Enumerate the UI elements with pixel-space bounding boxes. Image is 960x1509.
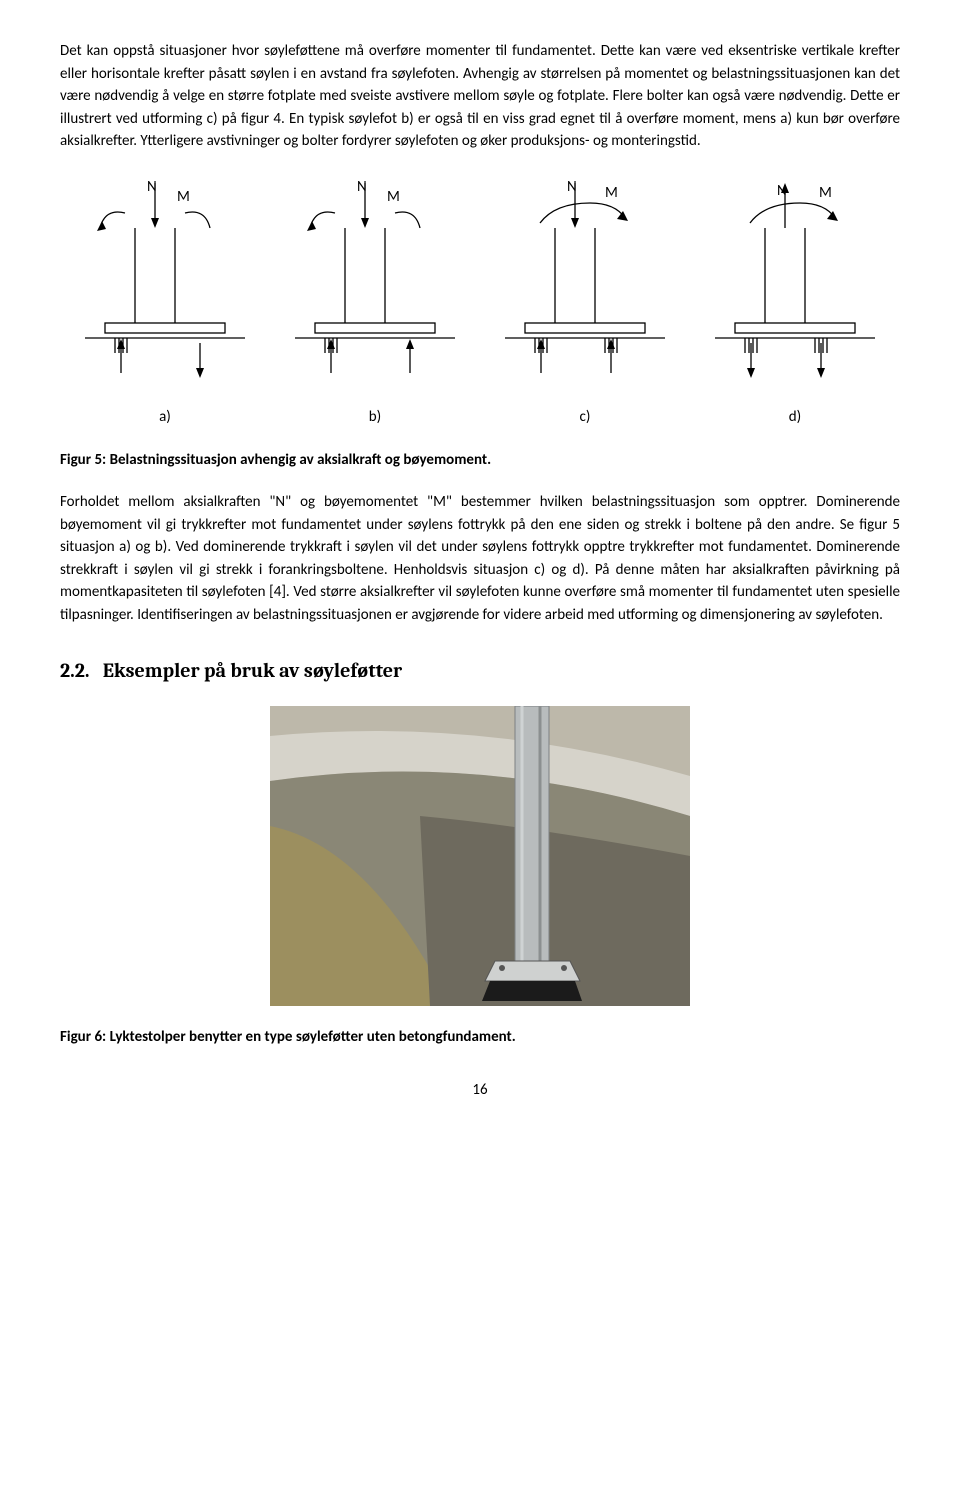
section-heading: 2.2. Eksempler på bruk av søyleføtter xyxy=(60,656,900,686)
figure-6 xyxy=(60,706,900,1006)
page-number: 16 xyxy=(60,1079,900,1102)
fig5-a-N: N xyxy=(147,178,157,196)
figure-6-caption: Figur 6: Lyktestolper benytter en type s… xyxy=(60,1026,900,1049)
paragraph-2: Forholdet mellom aksialkraften "N" og bø… xyxy=(60,491,900,626)
fig5-d-N: N xyxy=(777,182,787,200)
fig5-a-M: M xyxy=(177,188,190,206)
figure-5-caption: Figur 5: Belastningssituasjon avhengig a… xyxy=(60,449,900,472)
figure-5: N M xyxy=(60,173,900,429)
fig5-diagram-a: N M xyxy=(60,173,270,401)
fig5-label-b: b) xyxy=(270,406,480,429)
fig5-c-N: N xyxy=(567,178,577,196)
fig5-label-d: d) xyxy=(690,406,900,429)
fig5-b-N: N xyxy=(357,178,367,196)
paragraph-1: Det kan oppstå situasjoner hvor søyleføt… xyxy=(60,40,900,153)
fig5-diagram-d: N M xyxy=(690,173,900,401)
fig5-diagram-c: N M xyxy=(480,173,690,401)
figure-6-photo xyxy=(270,706,690,1006)
fig5-b-M: M xyxy=(387,188,400,206)
section-title: Eksempler på bruk av søyleføtter xyxy=(103,659,402,682)
fig5-label-a: a) xyxy=(60,406,270,429)
fig5-c-M: M xyxy=(605,184,618,202)
fig5-diagram-b: N M xyxy=(270,173,480,401)
fig5-label-c: c) xyxy=(480,406,690,429)
fig5-d-M: M xyxy=(819,184,832,202)
section-num: 2.2. xyxy=(60,659,89,682)
